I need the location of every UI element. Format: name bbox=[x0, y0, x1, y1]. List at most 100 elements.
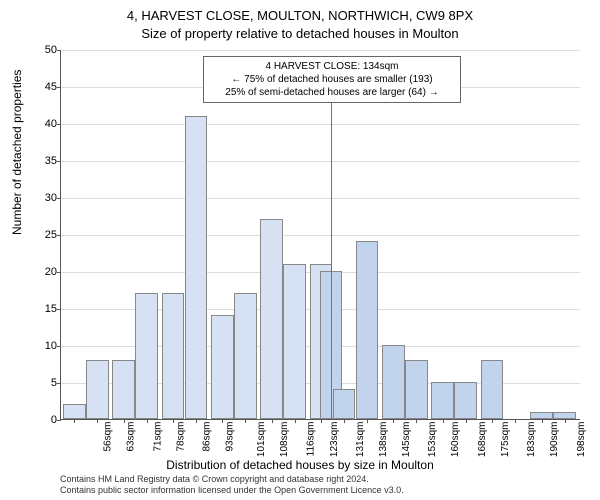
histogram-bar bbox=[135, 293, 158, 419]
xtick-mark bbox=[97, 419, 98, 423]
ytick-mark bbox=[57, 161, 61, 162]
x-axis-label: Distribution of detached houses by size … bbox=[0, 458, 600, 472]
histogram-bar bbox=[431, 382, 454, 419]
xtick-mark bbox=[295, 419, 296, 423]
xtick-mark bbox=[173, 419, 174, 423]
histogram-bar bbox=[333, 389, 356, 419]
xtick-label: 56sqm bbox=[103, 422, 114, 452]
xtick-mark bbox=[367, 419, 368, 423]
xtick-mark bbox=[147, 419, 148, 423]
xtick-mark bbox=[222, 419, 223, 423]
xtick-label: 93sqm bbox=[224, 422, 235, 452]
ytick-mark bbox=[57, 235, 61, 236]
histogram-bar bbox=[553, 412, 576, 419]
xtick-mark bbox=[344, 419, 345, 423]
xtick-label: 190sqm bbox=[549, 422, 560, 458]
xtick-label: 138sqm bbox=[378, 422, 389, 458]
ytick-label: 15 bbox=[31, 303, 57, 315]
footnote-line2: Contains public sector information licen… bbox=[60, 485, 404, 496]
grid-line bbox=[61, 50, 580, 51]
xtick-label: 78sqm bbox=[175, 422, 186, 452]
xtick-mark bbox=[393, 419, 394, 423]
xtick-mark bbox=[443, 419, 444, 423]
xtick-label: 168sqm bbox=[477, 422, 488, 458]
xtick-mark bbox=[466, 419, 467, 423]
xtick-label: 123sqm bbox=[329, 422, 340, 458]
grid-line bbox=[61, 235, 580, 236]
xtick-mark bbox=[416, 419, 417, 423]
xtick-label: 153sqm bbox=[427, 422, 438, 458]
grid-line bbox=[61, 198, 580, 199]
histogram-bar bbox=[283, 264, 306, 419]
xtick-mark bbox=[245, 419, 246, 423]
xtick-mark bbox=[542, 419, 543, 423]
plot-area: 0510152025303540455056sqm63sqm71sqm78sqm… bbox=[60, 50, 580, 420]
chart-container: 4, HARVEST CLOSE, MOULTON, NORTHWICH, CW… bbox=[0, 0, 600, 500]
xtick-label: 86sqm bbox=[201, 422, 212, 452]
ytick-mark bbox=[57, 346, 61, 347]
histogram-bar bbox=[405, 360, 428, 419]
histogram-bar bbox=[86, 360, 109, 419]
grid-line bbox=[61, 124, 580, 125]
histogram-bar bbox=[112, 360, 135, 419]
ytick-label: 5 bbox=[31, 377, 57, 389]
ytick-mark bbox=[57, 383, 61, 384]
ytick-mark bbox=[57, 309, 61, 310]
footnote-line1: Contains HM Land Registry data © Crown c… bbox=[60, 474, 404, 485]
xtick-mark bbox=[196, 419, 197, 423]
ytick-label: 20 bbox=[31, 266, 57, 278]
histogram-bar bbox=[530, 412, 553, 419]
ytick-mark bbox=[57, 198, 61, 199]
y-axis-label: Number of detached properties bbox=[10, 70, 24, 235]
histogram-bar bbox=[260, 219, 283, 419]
xtick-mark bbox=[515, 419, 516, 423]
xtick-label: 175sqm bbox=[500, 422, 511, 458]
title-address: 4, HARVEST CLOSE, MOULTON, NORTHWICH, CW… bbox=[0, 8, 600, 23]
ytick-label: 10 bbox=[31, 340, 57, 352]
xtick-mark bbox=[74, 419, 75, 423]
ytick-label: 25 bbox=[31, 229, 57, 241]
annotation-line: 4 HARVEST CLOSE: 134sqm bbox=[210, 60, 454, 73]
xtick-label: 63sqm bbox=[126, 422, 137, 452]
ytick-mark bbox=[57, 124, 61, 125]
histogram-bar bbox=[211, 315, 234, 419]
xtick-label: 131sqm bbox=[355, 422, 366, 458]
histogram-bar bbox=[382, 345, 405, 419]
ytick-label: 35 bbox=[31, 155, 57, 167]
marker-line bbox=[331, 93, 332, 419]
ytick-mark bbox=[57, 87, 61, 88]
xtick-label: 116sqm bbox=[305, 422, 316, 457]
xtick-label: 198sqm bbox=[576, 422, 587, 458]
annotation-line: ← 75% of detached houses are smaller (19… bbox=[210, 73, 454, 86]
histogram-bar bbox=[234, 293, 257, 419]
xtick-label: 108sqm bbox=[279, 422, 290, 458]
histogram-bar bbox=[481, 360, 504, 419]
xtick-mark bbox=[272, 419, 273, 423]
histogram-bar bbox=[185, 116, 208, 419]
ytick-label: 45 bbox=[31, 81, 57, 93]
xtick-mark bbox=[321, 419, 322, 423]
ytick-label: 40 bbox=[31, 118, 57, 130]
histogram-bar bbox=[356, 241, 379, 419]
ytick-mark bbox=[57, 420, 61, 421]
ytick-mark bbox=[57, 272, 61, 273]
ytick-label: 0 bbox=[31, 414, 57, 426]
histogram-bar bbox=[63, 404, 86, 419]
ytick-label: 50 bbox=[31, 44, 57, 56]
title-subtitle: Size of property relative to detached ho… bbox=[0, 26, 600, 41]
ytick-label: 30 bbox=[31, 192, 57, 204]
xtick-mark bbox=[565, 419, 566, 423]
xtick-label: 160sqm bbox=[451, 422, 462, 458]
annotation-box: 4 HARVEST CLOSE: 134sqm← 75% of detached… bbox=[203, 56, 461, 103]
annotation-line: 25% of semi-detached houses are larger (… bbox=[210, 86, 454, 99]
grid-line bbox=[61, 161, 580, 162]
xtick-label: 183sqm bbox=[526, 422, 537, 458]
xtick-mark bbox=[124, 419, 125, 423]
xtick-label: 145sqm bbox=[401, 422, 412, 458]
ytick-mark bbox=[57, 50, 61, 51]
footnote: Contains HM Land Registry data © Crown c… bbox=[60, 474, 404, 496]
histogram-bar bbox=[454, 382, 477, 419]
xtick-label: 101sqm bbox=[256, 422, 267, 458]
xtick-mark bbox=[492, 419, 493, 423]
histogram-bar bbox=[162, 293, 185, 419]
